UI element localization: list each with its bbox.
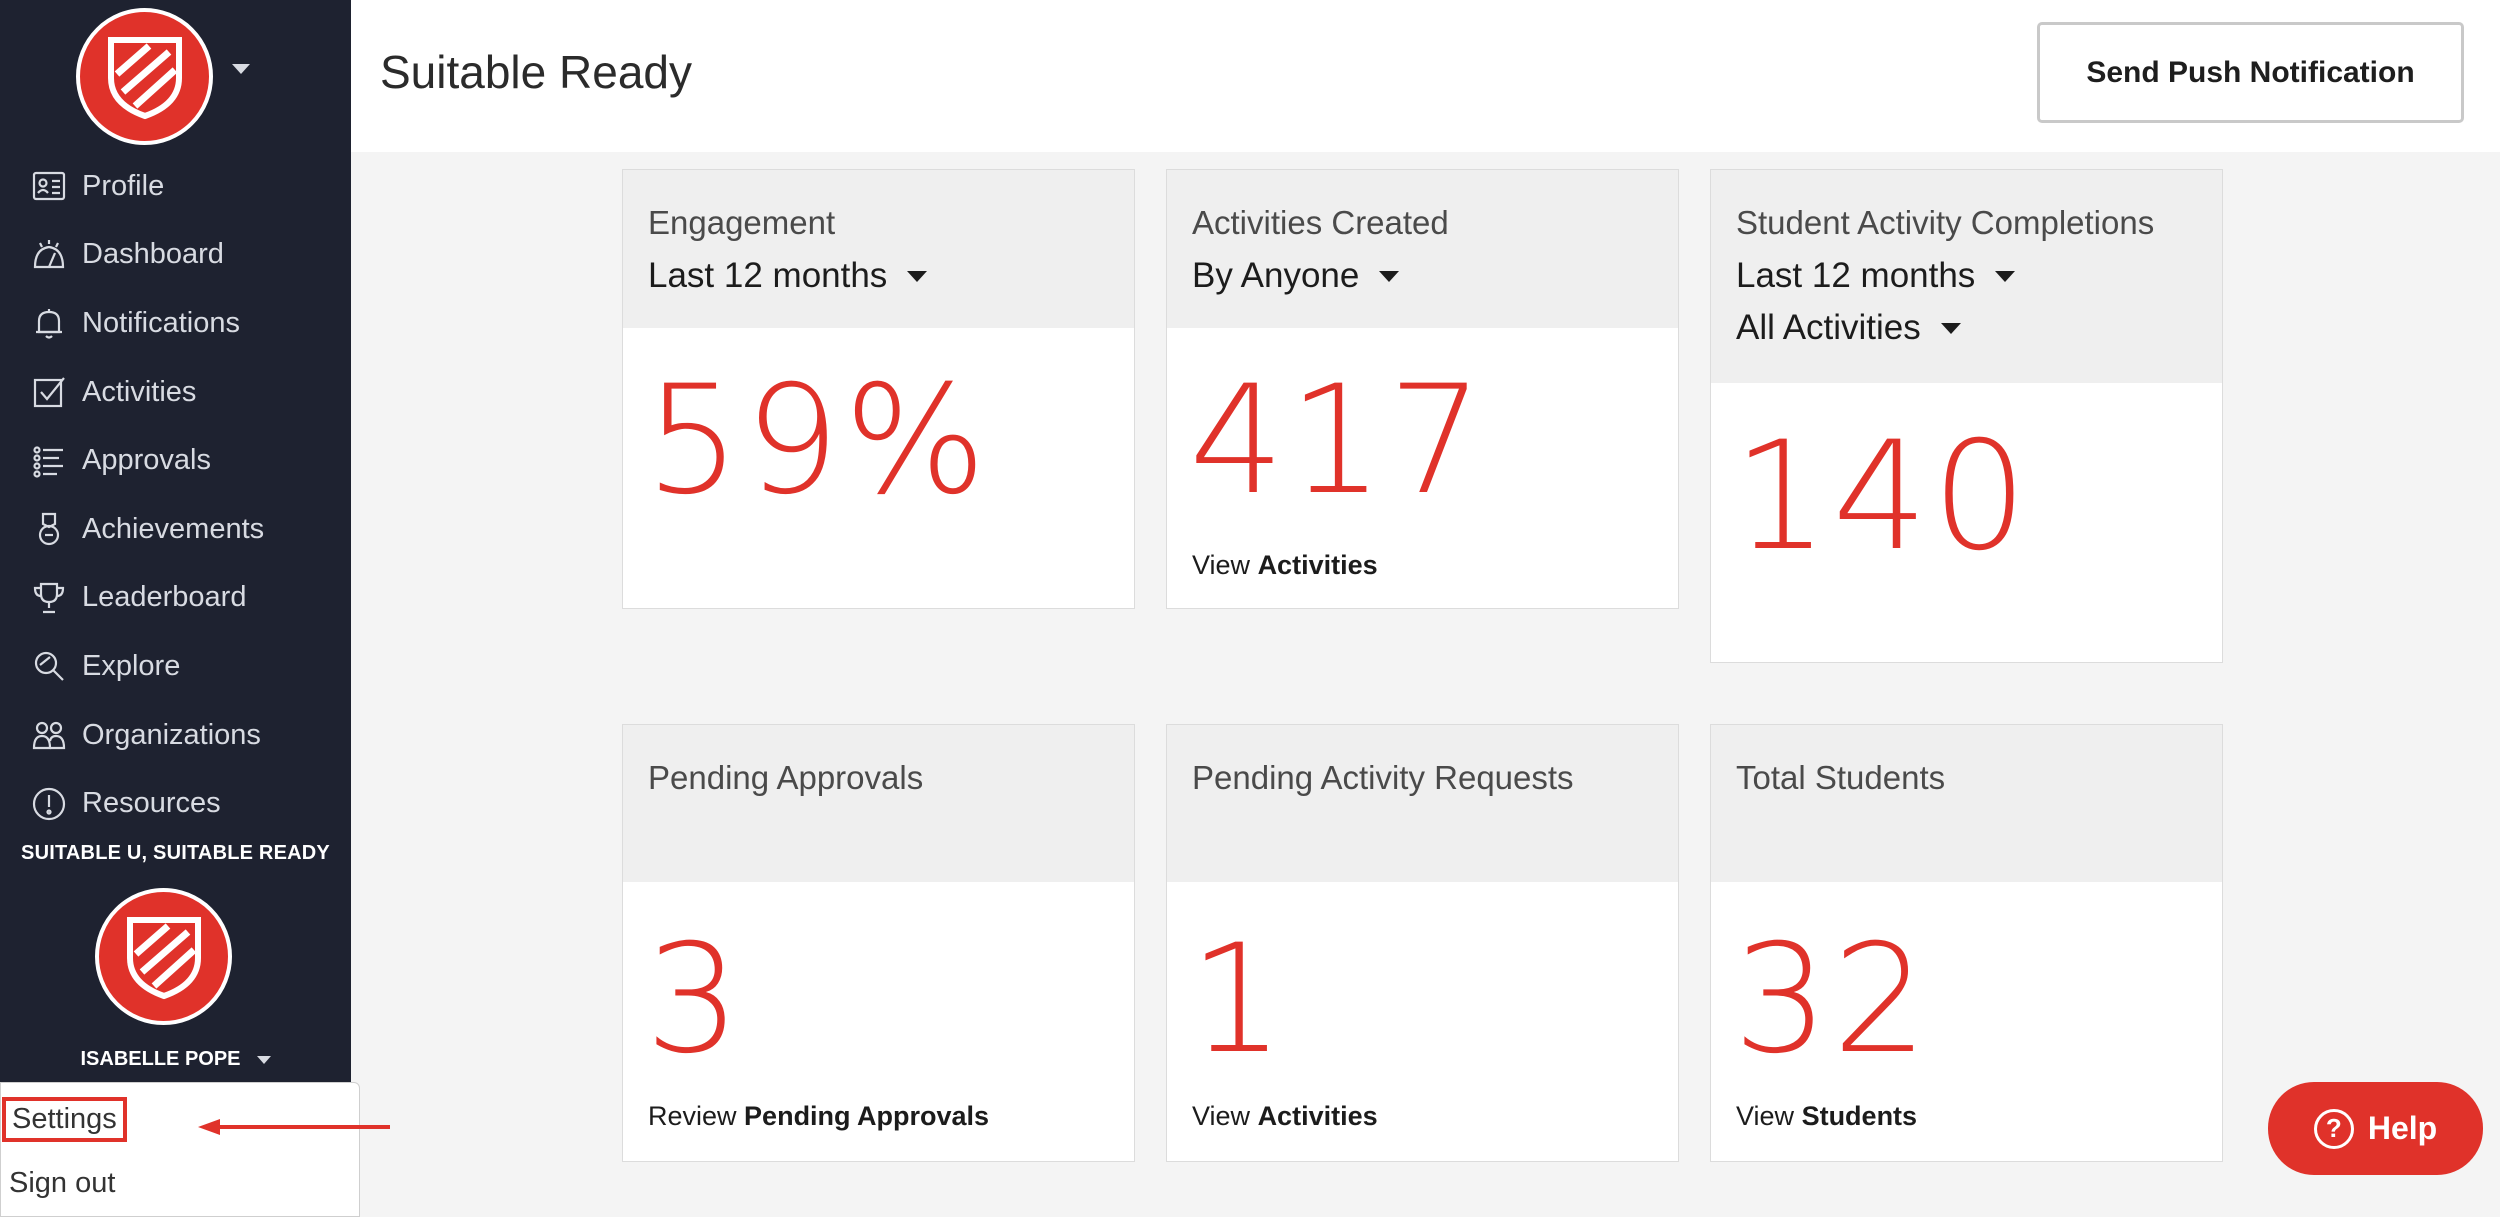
sidebar-item-explore[interactable]: Explore (0, 632, 351, 701)
shield-logo-icon (107, 36, 182, 119)
pending-activity-requests-card: Pending Activity Requests 1 View Activit… (1166, 724, 1679, 1162)
bell-icon (30, 304, 68, 342)
engagement-card: Engagement Last 12 months 59% (622, 169, 1135, 609)
sidebar: Profile Dashboard Notifications Activiti… (0, 0, 351, 1217)
link-prefix: View (1192, 1101, 1251, 1131)
sidebar-item-label: Approvals (82, 444, 211, 477)
link-target: Pending Approvals (744, 1101, 990, 1131)
sidebar-item-notifications[interactable]: Notifications (0, 289, 351, 358)
sidebar-item-label: Achievements (82, 512, 265, 545)
help-label: Help (2367, 1110, 2438, 1146)
profile-card-icon (30, 167, 68, 205)
sidebar-item-label: Dashboard (82, 238, 224, 271)
total-students-value: 32 (1733, 913, 1932, 1087)
sidebar-item-label: Organizations (82, 718, 261, 751)
pending-approvals-card: Pending Approvals 3 Review Pending Appro… (622, 724, 1135, 1162)
avatar[interactable] (95, 888, 232, 1025)
user-menu-toggle[interactable]: ISABELLE POPE (0, 1048, 351, 1071)
user-name: ISABELLE POPE (80, 1048, 241, 1070)
card-header: Activities Created By Anyone (1167, 170, 1678, 328)
link-target: Activities (1257, 1101, 1378, 1131)
shield-logo-icon (126, 916, 201, 999)
sidebar-item-dashboard[interactable]: Dashboard (0, 221, 351, 290)
card-header: Pending Activity Requests (1167, 725, 1678, 882)
sidebar-item-activities[interactable]: Activities (0, 358, 351, 427)
view-students-link[interactable]: View Students (1736, 1101, 1917, 1132)
review-pending-approvals-link[interactable]: Review Pending Approvals (648, 1101, 989, 1132)
annotation-arrow-icon (198, 1119, 390, 1135)
caret-down-icon (1379, 270, 1400, 282)
info-icon (30, 785, 68, 823)
sidebar-nav: Profile Dashboard Notifications Activiti… (0, 152, 351, 838)
sidebar-item-achievements[interactable]: Achievements (0, 495, 351, 564)
link-target: Students (1801, 1101, 1918, 1131)
link-prefix: View (1192, 550, 1251, 580)
card-header: Pending Approvals (623, 725, 1134, 882)
school-logo[interactable] (76, 8, 213, 145)
dropdown-value: Last 12 months (648, 256, 888, 295)
explore-icon (30, 647, 68, 685)
link-prefix: Review (648, 1101, 737, 1131)
user-dropdown-menu: Settings Sign out (0, 1082, 360, 1217)
link-target: Activities (1257, 550, 1378, 580)
sidebar-item-label: Resources (82, 787, 221, 820)
total-students-card: Total Students 32 View Students (1710, 724, 2223, 1162)
pending-approvals-value: 3 (645, 913, 745, 1087)
caret-down-icon (1940, 322, 1961, 334)
activity-type-dropdown[interactable]: All Activities (1736, 308, 2222, 348)
settings-menu-item[interactable]: Settings (2, 1097, 127, 1142)
sidebar-item-label: Activities (82, 375, 197, 408)
activities-created-value: 417 (1189, 354, 1488, 528)
card-title: Total Students (1736, 759, 1946, 796)
sidebar-item-leaderboard[interactable]: Leaderboard (0, 564, 351, 633)
list-icon (30, 442, 68, 480)
sidebar-item-resources[interactable]: Resources (0, 769, 351, 838)
dropdown-value: Last 12 months (1736, 256, 1976, 295)
sidebar-item-label: Leaderboard (82, 581, 247, 614)
dropdown-value: All Activities (1736, 308, 1921, 347)
sidebar-item-label: Profile (82, 169, 165, 202)
card-title: Pending Activity Requests (1192, 759, 1574, 796)
creator-dropdown[interactable]: By Anyone (1192, 256, 1678, 296)
sidebar-item-approvals[interactable]: Approvals (0, 426, 351, 495)
card-title: Student Activity Completions (1736, 204, 2155, 241)
view-activities-link[interactable]: View Activities (1192, 550, 1378, 581)
link-prefix: View (1736, 1101, 1795, 1131)
card-title: Activities Created (1192, 204, 1449, 241)
engagement-value: 59% (645, 354, 991, 528)
organization-label: SUITABLE U, SUITABLE READY (21, 842, 330, 864)
checkbox-icon (30, 373, 68, 411)
sidebar-item-profile[interactable]: Profile (0, 152, 351, 221)
student-activity-completions-card: Student Activity Completions Last 12 mon… (1710, 169, 2223, 663)
help-button[interactable]: ? Help (2268, 1082, 2483, 1175)
send-push-notification-button[interactable]: Send Push Notification (2037, 22, 2464, 123)
time-range-dropdown[interactable]: Last 12 months (1736, 256, 2222, 296)
caret-down-icon (1995, 270, 2016, 282)
card-title: Pending Approvals (648, 759, 924, 796)
chevron-down-icon (256, 1055, 271, 1064)
page-title: Suitable Ready (380, 46, 692, 98)
pending-requests-value: 1 (1189, 913, 1289, 1087)
dashboard-gauge-icon (30, 236, 68, 274)
card-header: Total Students (1711, 725, 2222, 882)
card-header: Engagement Last 12 months (623, 170, 1134, 328)
activities-created-card: Activities Created By Anyone 417 View Ac… (1166, 169, 1679, 609)
sidebar-item-label: Notifications (82, 306, 240, 339)
sign-out-menu-item[interactable]: Sign out (9, 1167, 116, 1199)
sidebar-item-label: Explore (82, 649, 181, 682)
dropdown-value: By Anyone (1192, 256, 1360, 295)
time-range-dropdown[interactable]: Last 12 months (648, 256, 1134, 296)
completions-value: 140 (1733, 410, 2032, 584)
logo-dropdown-caret-icon[interactable] (232, 64, 250, 74)
view-activities-link[interactable]: View Activities (1192, 1101, 1378, 1132)
caret-down-icon (907, 270, 928, 282)
card-header: Student Activity Completions Last 12 mon… (1711, 170, 2222, 383)
medal-icon (30, 510, 68, 548)
sidebar-item-organizations[interactable]: Organizations (0, 701, 351, 770)
question-icon: ? (2313, 1108, 2354, 1149)
trophy-icon (30, 579, 68, 617)
card-title: Engagement (648, 204, 836, 241)
people-icon (30, 716, 68, 754)
